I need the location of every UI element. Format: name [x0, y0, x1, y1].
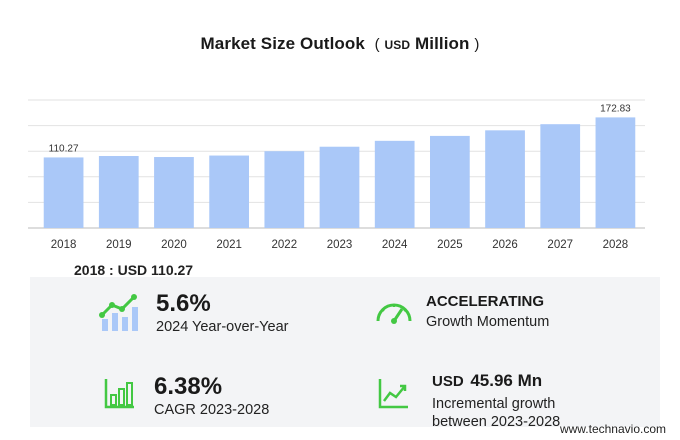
- bar-2022: [264, 151, 305, 228]
- x-tick-label: 2026: [492, 239, 518, 251]
- stat-cagr: 6.38% CAGR 2023-2028: [154, 373, 269, 419]
- x-tick-label: 2027: [547, 239, 573, 251]
- x-tick-label: 2025: [437, 239, 463, 251]
- x-tick-label: 2023: [327, 239, 353, 251]
- speedometer-icon: [376, 303, 412, 324]
- stats-panel: 5.6% 2024 Year-over-Year ACCELERATING Gr…: [30, 277, 660, 430]
- highlight-year-label: 2018 : USD: [74, 262, 148, 278]
- x-tick-label: 2024: [382, 239, 408, 251]
- bar-2026: [485, 130, 525, 228]
- bar-2019: [98, 156, 139, 228]
- bar-2020: [154, 157, 194, 228]
- stat-cagr-value: 6.38%: [154, 373, 223, 400]
- bar-2023: [319, 146, 360, 228]
- stat-incremental-label2: between 2023-2028: [432, 414, 561, 430]
- x-tick-label: 2021: [216, 239, 242, 251]
- stat-incremental: USD 45.96 Mn Incremental growth between …: [432, 365, 560, 431]
- bar-2021: [209, 155, 250, 228]
- bar-2027: [540, 124, 581, 228]
- stat-momentum-value: ACCELERATING: [426, 293, 545, 310]
- bar-2028: [595, 117, 636, 228]
- bar-chart-icon: [104, 379, 134, 409]
- chart-unit-suffix: Million: [414, 34, 470, 53]
- x-tick-label: 2022: [272, 239, 298, 251]
- stat-yoy: 5.6% 2024 Year-over-Year: [156, 290, 288, 336]
- x-tick-label: 2018: [51, 239, 77, 251]
- highlight-year-value: 2018 : USD 110.27: [74, 262, 193, 278]
- chart-title-text: Market Size Outlook: [200, 34, 365, 53]
- x-tick-label: 2019: [106, 239, 132, 251]
- highlight-value: 110.27: [151, 262, 194, 278]
- chart-title: Market Size Outlook ( USD Million ): [200, 34, 480, 53]
- bar-2025: [429, 135, 470, 228]
- stat-incremental-currency: USD: [432, 373, 464, 390]
- trend-line-icon: [378, 379, 408, 409]
- stat-incremental-label1: Incremental growth: [432, 396, 556, 412]
- data-label: 110.27: [49, 143, 79, 154]
- footer-url: www.technavio.com: [559, 422, 666, 436]
- bar-2024: [374, 140, 415, 228]
- stat-yoy-value: 5.6%: [156, 290, 211, 317]
- stat-cagr-label: CAGR 2023-2028: [154, 402, 270, 418]
- stat-momentum: ACCELERATING Growth Momentum: [426, 293, 549, 331]
- stat-incremental-value: 45.96 Mn: [470, 371, 543, 390]
- bar-chart: 2018 110.27 2019 2020 2021 2022 2023 2024 2025 20…: [28, 99, 645, 251]
- bar-2018: [43, 157, 84, 228]
- data-label: 172.83: [600, 103, 631, 114]
- chart-unit-prefix: USD: [384, 38, 411, 52]
- stat-momentum-label: Growth Momentum: [426, 314, 550, 330]
- x-tick-label: 2020: [161, 239, 187, 251]
- bar-growth-icon: [99, 294, 138, 331]
- stat-yoy-label: 2024 Year-over-Year: [156, 319, 289, 335]
- x-tick-label: 2028: [603, 239, 629, 251]
